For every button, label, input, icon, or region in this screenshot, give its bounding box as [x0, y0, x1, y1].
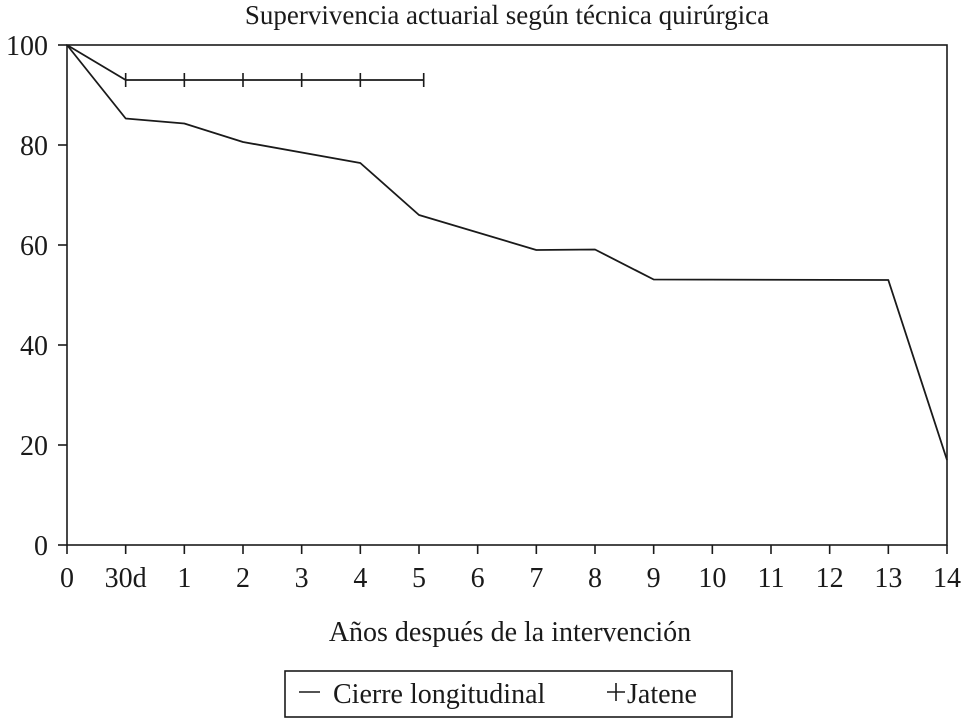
legend-box [284, 670, 733, 718]
x-tick-label: 6 [471, 563, 485, 594]
x-tick-label: 9 [647, 563, 661, 594]
chart-title: Supervivencia actuarial según técnica qu… [245, 0, 769, 30]
y-tick-label: 100 [6, 31, 48, 62]
x-tick-label: 4 [353, 563, 367, 594]
x-tick-label: 8 [588, 563, 602, 594]
x-tick-label: 10 [698, 563, 726, 594]
x-tick-label: 0 [60, 563, 74, 594]
x-tick-label: 3 [295, 563, 309, 594]
y-tick-label: 40 [20, 331, 48, 362]
x-tick-label: 5 [412, 563, 426, 594]
x-tick-label: 14 [933, 563, 961, 594]
legend-plus-swatch [607, 683, 625, 701]
x-axis: 0 30d 1 2 3 4 5 6 7 8 9 10 11 12 13 14 [60, 545, 961, 594]
plot-frame [66, 44, 948, 546]
y-tick-label: 0 [34, 531, 48, 562]
x-tick-label: 30d [105, 563, 147, 594]
x-axis-label: Años después de la intervención [329, 617, 691, 648]
legend-label-cierre: Cierre longitudinal [333, 679, 546, 710]
x-tick-label: 7 [529, 563, 543, 594]
x-tick-label: 1 [177, 563, 191, 594]
y-tick-label: 80 [20, 131, 48, 162]
series-layer [66, 44, 948, 461]
legend: Cierre longitudinal Jatene [284, 670, 733, 718]
y-axis: 0 20 40 60 80 100 [6, 31, 67, 562]
y-tick-label: 60 [20, 231, 48, 262]
x-tick-label: 11 [758, 563, 785, 594]
x-tick-label: 13 [874, 563, 902, 594]
series-line-cierre-longitudinal [66, 44, 948, 461]
x-tick-label: 12 [816, 563, 844, 594]
y-tick-label: 20 [20, 431, 48, 462]
series-line-jatene [66, 44, 424, 81]
x-tick-label: 2 [236, 563, 250, 594]
legend-label-jatene: Jatene [627, 679, 697, 710]
